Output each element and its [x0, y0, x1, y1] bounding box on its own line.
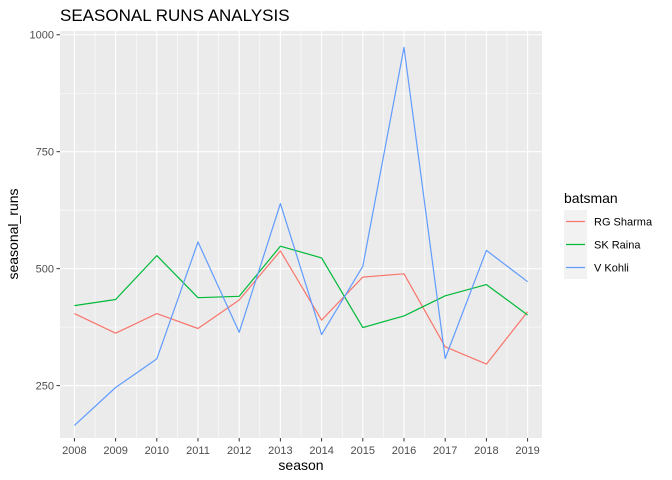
x-tick-label: 2013: [268, 445, 292, 457]
series-line-v-kohli: [73, 46, 528, 426]
legend-label: RG Sharma: [594, 217, 653, 229]
x-tick-label: 2019: [515, 445, 539, 457]
legend-label: SK Raina: [594, 240, 641, 252]
x-tick-label: 2008: [62, 445, 86, 457]
x-tick-label: 2015: [351, 445, 375, 457]
y-tick-label: 250: [36, 381, 54, 393]
x-tick-label: 2016: [392, 445, 416, 457]
x-tick-label: 2018: [474, 445, 498, 457]
legend-title: batsman: [564, 190, 618, 206]
grid-lines: [60, 31, 542, 438]
y-tick-label: 1000: [30, 30, 54, 42]
y-tick-label: 750: [36, 147, 54, 159]
x-tick-label: 2009: [103, 445, 127, 457]
chart-title: SEASONAL RUNS ANALYSIS: [60, 6, 290, 25]
x-tick-label: 2014: [309, 445, 333, 457]
series-line-rg-sharma: [74, 250, 529, 365]
y-axis-title: seasonal_runs: [5, 188, 21, 279]
x-axis-title: season: [278, 457, 323, 473]
x-tick-label: 2017: [433, 445, 457, 457]
series-line-sk-raina: [74, 245, 528, 329]
x-tick-label: 2010: [145, 445, 169, 457]
y-tick-label: 500: [36, 264, 54, 276]
x-tick-label: 2011: [186, 445, 210, 457]
legend-label: V Kohli: [594, 263, 629, 275]
series-lines: [73, 46, 529, 426]
x-tick-label: 2012: [227, 445, 251, 457]
axes: 250 500 750 1000 2008 2009 2010 2011 2012 2013 201…: [30, 30, 540, 457]
legend: batsman RG Sharma SK Raina V Kohli: [564, 190, 653, 279]
